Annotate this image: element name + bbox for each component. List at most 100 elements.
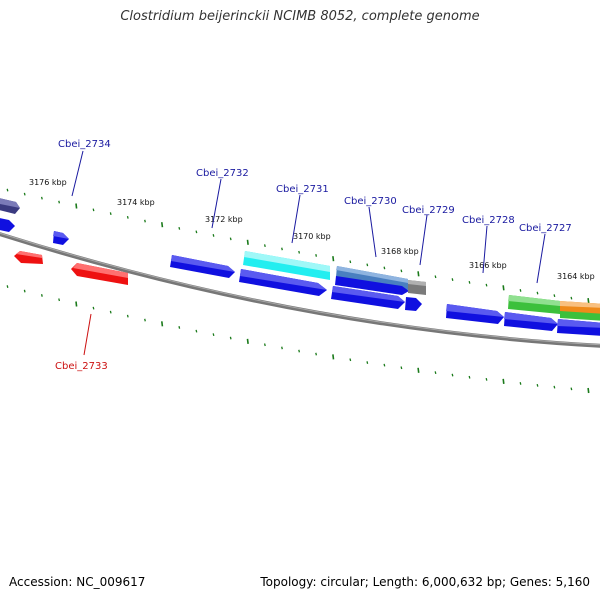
feature-navy-partial[interactable]: [0, 197, 20, 214]
kbp-label-3164: 3164 kbp: [557, 272, 595, 281]
outer-minor-tick: [536, 291, 539, 295]
outer-major-tick: [417, 271, 420, 277]
outer-minor-tick: [383, 266, 386, 270]
feature-blue-arrow-2730b[interactable]: [331, 286, 405, 309]
feature-blue-arrow-2727b[interactable]: [504, 312, 558, 331]
feature-cbei-2730-blue[interactable]: [335, 276, 409, 295]
inner-minor-tick: [58, 298, 61, 302]
inner-minor-tick: [536, 383, 539, 387]
gene-label-cbei-2734[interactable]: Cbei_2734: [58, 139, 111, 150]
kbp-label-3168: 3168 kbp: [381, 247, 419, 256]
gene-label-cbei-2732[interactable]: Cbei_2732: [196, 168, 249, 179]
genome-backbone: [0, 232, 600, 348]
inner-major-tick: [417, 367, 420, 373]
inner-minor-tick: [195, 329, 198, 333]
inner-major-tick: [587, 387, 590, 394]
leader-line-cbei-2732: [211, 178, 222, 229]
outer-minor-tick: [126, 215, 129, 219]
gene-label-cbei-2728[interactable]: Cbei_2728: [462, 215, 515, 226]
gene-label-cbei-2731[interactable]: Cbei_2731: [276, 184, 329, 195]
outer-major-tick: [246, 239, 249, 245]
inner-major-tick: [246, 338, 249, 344]
outer-minor-tick: [92, 208, 95, 212]
outer-minor-tick: [229, 237, 232, 241]
feature-cbei-2727-green[interactable]: [508, 295, 560, 314]
inner-minor-tick: [23, 289, 26, 293]
outer-minor-tick: [400, 269, 403, 273]
inner-minor-tick: [40, 294, 43, 297]
inner-minor-tick: [109, 310, 112, 314]
leader-line-cbei-2733: [83, 313, 92, 356]
inner-minor-tick: [92, 306, 95, 310]
inner-minor-tick: [212, 333, 215, 337]
map-title: Clostridium beijerinckii NCIMB 8052, com…: [120, 9, 480, 24]
outer-minor-tick: [144, 219, 146, 223]
inner-minor-tick: [349, 358, 352, 362]
leader-line-cbei-2734: [71, 150, 84, 197]
leader-line-cbei-2731: [291, 194, 301, 244]
feature-green-lower[interactable]: [560, 311, 600, 321]
inner-minor-tick: [315, 352, 318, 356]
outer-minor-tick: [451, 278, 454, 281]
outer-minor-tick: [434, 275, 437, 279]
outer-minor-tick: [281, 247, 283, 251]
gene-label-cbei-2730[interactable]: Cbei_2730: [344, 196, 397, 207]
inner-major-tick: [161, 321, 164, 327]
outer-major-tick: [161, 222, 164, 228]
feature-cbei-2733-red[interactable]: [71, 263, 128, 285]
outer-minor-tick: [263, 244, 266, 248]
feature-cbei-2732[interactable]: [170, 255, 235, 278]
inner-minor-tick: [178, 326, 181, 329]
inner-minor-tick: [451, 373, 454, 377]
outer-minor-tick: [178, 226, 181, 230]
inner-minor-tick: [126, 314, 129, 318]
inner-minor-tick: [298, 349, 301, 353]
outer-minor-tick: [23, 192, 26, 196]
outer-minor-tick: [519, 289, 522, 292]
outer-minor-tick: [58, 200, 61, 204]
feature-blue-arrow-small-left[interactable]: [0, 217, 15, 232]
feature-red-arrow-small[interactable]: [14, 251, 43, 264]
feature-blue-arrow-small[interactable]: [53, 231, 69, 245]
feature-blue-arrow-2729b[interactable]: [405, 297, 422, 311]
outer-minor-tick: [212, 234, 215, 237]
outer-minor-tick: [298, 250, 301, 254]
outer-major-tick: [502, 285, 505, 291]
gene-label-cbei-2729[interactable]: Cbei_2729: [402, 205, 455, 216]
feature-cbei-2730-steelblue[interactable]: [336, 266, 408, 290]
outer-minor-tick: [468, 280, 471, 284]
inner-minor-tick: [434, 371, 437, 375]
inner-minor-tick: [366, 361, 369, 364]
feature-cbei-2731-cyan[interactable]: [243, 251, 330, 280]
inner-minor-tick: [485, 377, 488, 381]
feature-blue-arrow-2732b[interactable]: [239, 269, 327, 296]
inner-minor-tick: [144, 318, 146, 322]
tick-row-inner: [6, 285, 590, 394]
outer-major-tick: [75, 203, 78, 209]
outer-minor-tick: [570, 296, 573, 300]
kbp-label-3170: 3170 kbp: [293, 232, 331, 241]
kbp-label-3174: 3174 kbp: [117, 198, 155, 207]
inner-minor-tick: [400, 366, 403, 370]
outer-minor-tick: [553, 294, 556, 298]
outer-minor-tick: [349, 260, 352, 264]
inner-minor-tick: [263, 343, 266, 347]
feature-blue-arrow-right-edge[interactable]: [557, 319, 600, 336]
inner-major-tick: [75, 301, 78, 307]
inner-major-tick: [332, 354, 335, 360]
outer-minor-tick: [109, 212, 112, 216]
leader-line-cbei-2729: [419, 214, 428, 266]
inner-major-tick: [502, 378, 505, 384]
gene-label-cbei-2733[interactable]: Cbei_2733: [55, 361, 108, 372]
feature-blue-arrow-2728[interactable]: [446, 304, 504, 324]
inner-minor-tick: [468, 375, 471, 379]
kbp-label-3172: 3172 kbp: [205, 215, 243, 224]
gene-label-cbei-2727[interactable]: Cbei_2727: [519, 223, 572, 234]
genome-backbone-highlight: [0, 232, 600, 346]
outer-major-tick: [587, 298, 590, 304]
inner-minor-tick: [553, 385, 556, 389]
feature-cbei-2729-gray[interactable]: [408, 280, 426, 295]
outer-minor-tick: [485, 283, 488, 287]
